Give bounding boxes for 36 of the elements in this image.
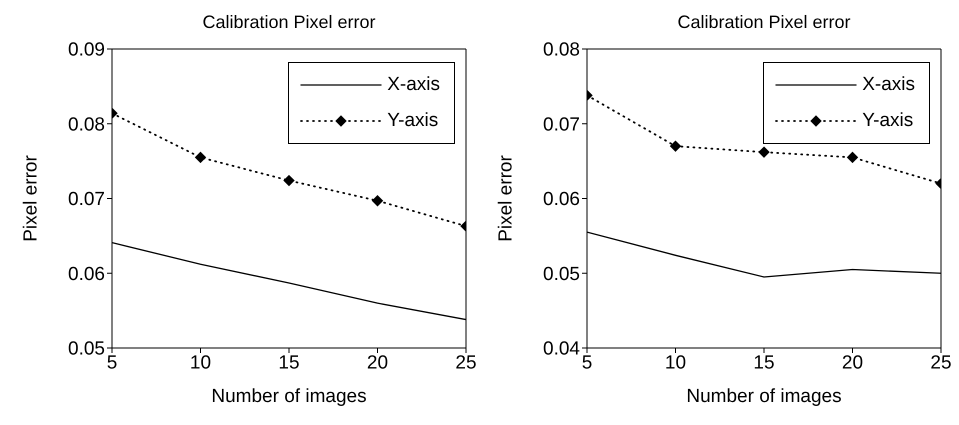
y-tick-label: 0.06 [543,189,580,210]
y-tick-label: 0.07 [68,189,105,210]
x-tick-label: 5 [582,352,592,374]
x-axis-title: Number of images [211,386,367,407]
point [758,146,770,158]
point [195,152,206,163]
y-tick-label: 0.08 [68,114,105,136]
legend-label: Y-axis [862,110,914,132]
x-tick-label: 10 [190,352,212,374]
point [847,152,858,163]
x-axis-title: Number of images [686,386,842,407]
y-tick-label: 0.09 [68,40,105,61]
chart-title: Calibration Pixel error [201,12,377,33]
y-tick-label: 0.05 [68,338,105,360]
x-tick-label: 25 [455,352,477,374]
point [670,140,681,152]
x-tick-label: 10 [664,352,686,374]
legend-label: X-axis [862,74,915,96]
legend-label: X-axis [387,74,440,96]
y-tick-label: 0.04 [543,338,580,360]
y-tick-label: 0.06 [68,264,105,285]
legend-label: Y-axis [387,110,438,132]
chart-title: Calibration Pixel error [676,12,852,33]
point [372,195,383,206]
x-tick-label: 5 [106,352,118,374]
x-tick-label: 20 [366,352,388,374]
x-tick-label: 25 [930,352,952,374]
y-axis-title: Pixel error [20,154,42,242]
x-tick-label: 15 [278,352,300,374]
point [284,175,294,186]
x-tick-label: 15 [753,352,775,374]
x-tick-label: 20 [842,352,864,374]
y-tick-label: 0.07 [543,114,580,136]
y-tick-label: 0.08 [543,40,580,61]
y-axis-title: Pixel error [496,154,517,242]
y-tick-label: 0.05 [543,264,580,285]
